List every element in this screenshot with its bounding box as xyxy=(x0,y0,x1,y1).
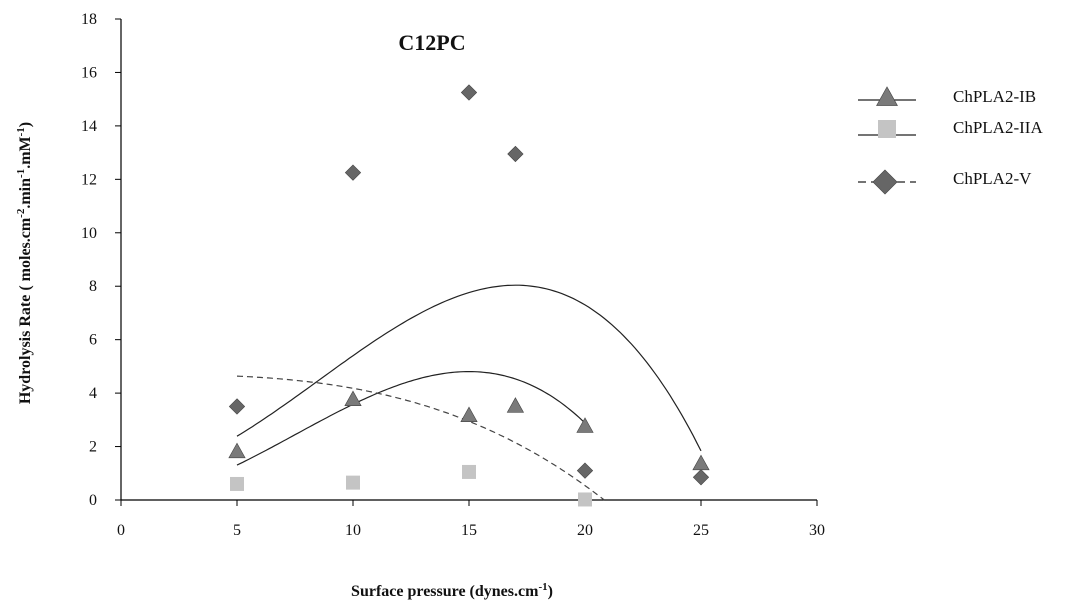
y-tick-label: 0 xyxy=(89,492,97,509)
y-axis-title: Hydrolysis Rate ( moles.cm-2.min-1.mM-1) xyxy=(15,122,34,404)
legend-label-chpla2-ib: ChPLA2-IB xyxy=(953,87,1036,106)
y-tick-label: 2 xyxy=(89,439,97,456)
data-point-chpla2-ib xyxy=(692,454,710,471)
x-tick-label: 30 xyxy=(809,522,825,539)
x-tick-label: 20 xyxy=(577,522,593,539)
y-axis-title-part: Hydrolysis Rate ( moles.cm xyxy=(17,217,34,404)
data-point-chpla2-ib xyxy=(576,417,594,433)
data-point-chpla2-ib xyxy=(344,390,362,406)
x-tick-label: 5 xyxy=(233,522,241,539)
data-point-chpla2-v xyxy=(507,145,524,163)
data-point-chpla2-v xyxy=(228,398,246,415)
x-axis-title-end: ) xyxy=(548,583,553,600)
chart-title: C12PC xyxy=(398,30,465,55)
y-tick-label: 16 xyxy=(81,64,97,81)
y-axis-title-part: .min xyxy=(17,178,34,209)
x-tick-label: 15 xyxy=(461,522,477,539)
markers xyxy=(228,84,710,507)
y-axis-title-part: .mM xyxy=(17,136,34,168)
trendline-chpla2-iia xyxy=(236,371,586,466)
ticks: 0 2 4 6 8 10 12 14 16 18 0 5 10 15 20 25 30 xyxy=(81,11,825,539)
legend: ChPLA2-IB ChPLA2-IIA ChPLA2-V xyxy=(858,86,1043,195)
x-axis-title: Surface pressure (dynes.cm-1) xyxy=(351,581,553,600)
y-axis-title-sup: -1 xyxy=(15,169,27,178)
legend-label-chpla2-v: ChPLA2-V xyxy=(953,169,1032,188)
x-axis-title-sup: -1 xyxy=(538,581,547,593)
y-tick-label: 6 xyxy=(89,332,97,349)
y-tick-label: 4 xyxy=(89,385,97,402)
legend-marker-chpla2-ib xyxy=(876,86,898,106)
y-tick-label: 18 xyxy=(81,11,97,28)
trendline-chpla2-v xyxy=(236,375,605,501)
data-point-chpla2-v xyxy=(460,84,478,101)
legend-label-chpla2-iia: ChPLA2-IIA xyxy=(953,118,1043,137)
x-tick-label: 0 xyxy=(117,522,125,539)
y-axis-title-part: ) xyxy=(17,122,34,127)
data-point-chpla2-v xyxy=(576,462,594,479)
y-tick-label: 10 xyxy=(81,225,97,242)
legend-marker-chpla2-iia xyxy=(878,120,896,138)
legend-marker-chpla2-v xyxy=(872,169,898,195)
data-point-chpla2-iia xyxy=(578,492,592,507)
x-axis-title-main: Surface pressure (dynes.cm xyxy=(351,583,539,600)
y-axis-title-sup: -2 xyxy=(15,208,27,218)
y-tick-label: 14 xyxy=(81,118,97,135)
trendline-chpla2-ib xyxy=(236,284,702,452)
x-tick-label: 10 xyxy=(345,522,361,539)
data-point-chpla2-v xyxy=(344,164,362,181)
x-tick-label: 25 xyxy=(693,522,709,539)
trendlines xyxy=(236,284,702,501)
y-tick-label: 12 xyxy=(81,171,97,188)
data-point-chpla2-iia xyxy=(462,464,476,479)
data-point-chpla2-ib xyxy=(506,397,525,413)
data-point-chpla2-iia xyxy=(230,476,244,491)
y-axis-title-sup: -1 xyxy=(15,127,27,136)
data-point-chpla2-iia xyxy=(346,475,360,490)
data-point-chpla2-ib xyxy=(460,406,478,423)
y-tick-label: 8 xyxy=(89,278,97,295)
data-point-chpla2-v xyxy=(692,469,710,486)
data-point-chpla2-ib xyxy=(228,442,246,459)
